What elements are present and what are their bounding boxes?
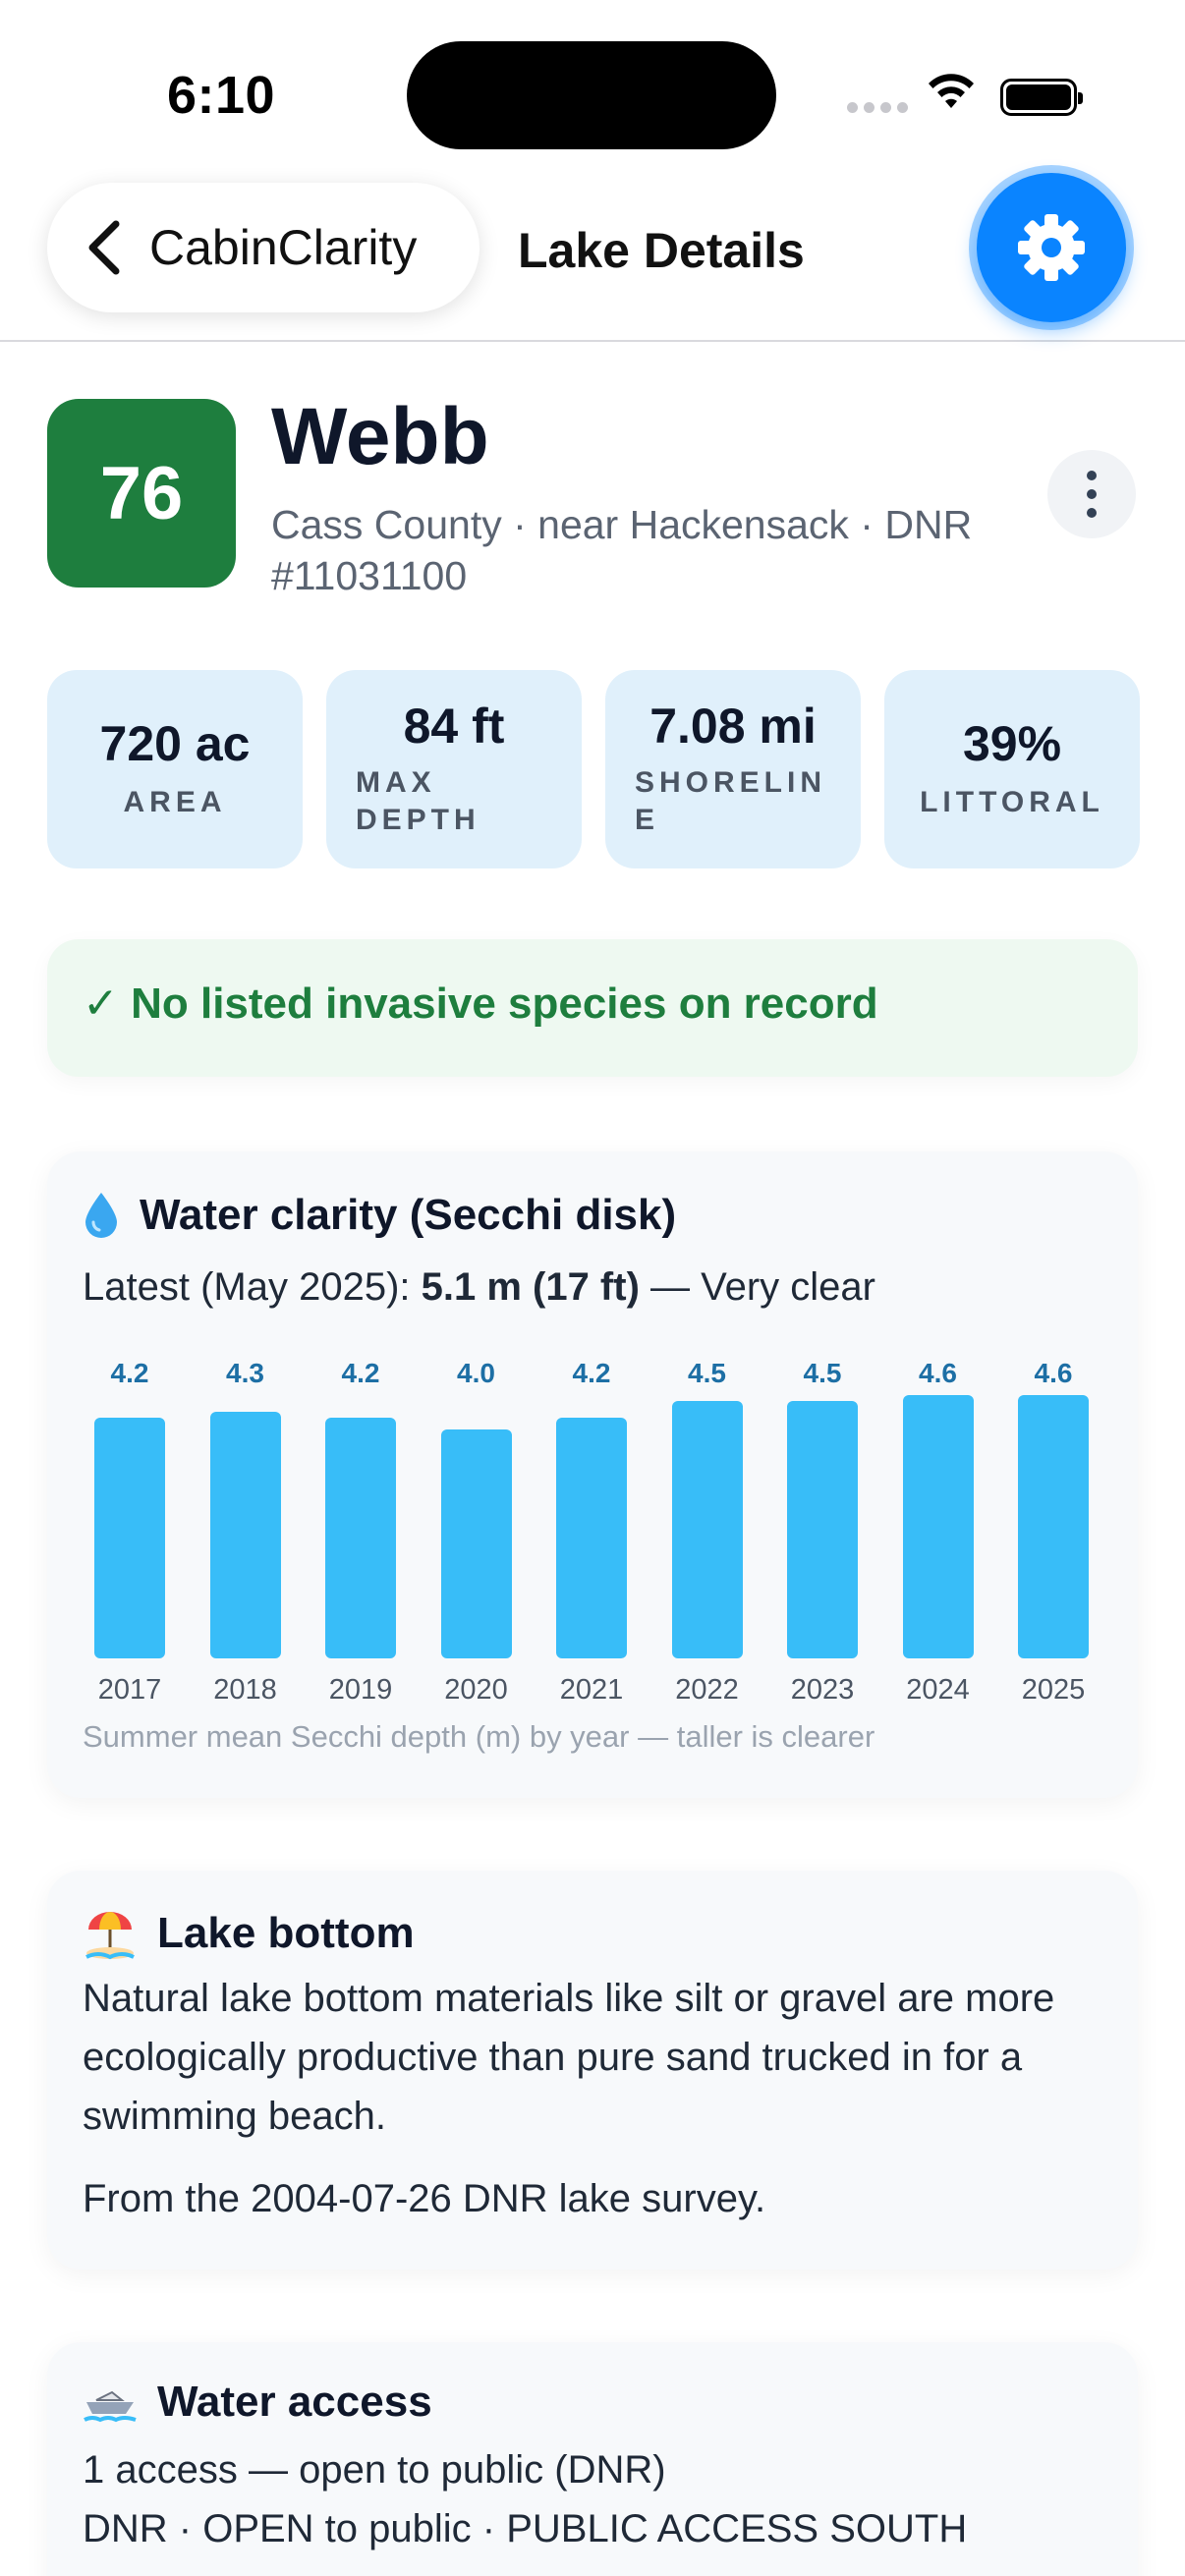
status-bar: 6:10 (0, 0, 1185, 167)
vertical-ellipsis-icon (1087, 471, 1097, 480)
chart-year-label: 2019 (328, 1674, 393, 1706)
stat-label: E (635, 804, 660, 836)
stat-value: 39% (962, 716, 1062, 771)
chart-year-label: 2017 (97, 1674, 162, 1706)
lake-subtitle: Cass County · near Hackensack · DNR #110… (271, 502, 973, 598)
chart-year-label: 2020 (444, 1674, 508, 1706)
lake-score-badge: 76 (47, 399, 236, 588)
chart-bar-2017 (94, 1418, 165, 1658)
chart-bar-2019 (325, 1418, 396, 1658)
clarity-latest-prefix: Latest (May 2025): (83, 1265, 422, 1309)
stat-max-depth: 84 ft MAX DEPTH (326, 670, 582, 868)
chart-bar-2020 (440, 1429, 512, 1658)
secchi-bar-chart: 4.2 2017 4.3 2018 4.2 2019 4.0 2020 4.2 2021 4.5 20… (47, 1151, 1138, 1798)
back-button-label: CabinClarity (149, 220, 418, 275)
lake-bottom-title-text: Lake bottom (157, 1909, 415, 1957)
invasive-species-banner: ✓ No listed invasive species on record (47, 939, 1138, 1077)
stat-value: 7.08 mi (649, 699, 817, 754)
stat-area: 720 ac AREA (47, 670, 303, 868)
chart-year-label: 2023 (790, 1674, 855, 1706)
chevron-left-icon (88, 220, 120, 275)
stat-shoreline: 7.08 mi SHORELIN E (605, 670, 861, 868)
stat-label: MAX (356, 766, 436, 799)
water-access-card: Water access 1 access — open to public (… (47, 2342, 1138, 2576)
water-clarity-title: Water clarity (Secchi disk) (83, 1191, 676, 1240)
chart-year-label: 2021 (559, 1674, 624, 1706)
chart-value-label: 4.3 (226, 1358, 264, 1388)
chart-value-label: 4.2 (110, 1358, 149, 1388)
boat-icon (84, 2390, 137, 2423)
clarity-latest-value: 5.1 m (17 ft) (421, 1265, 640, 1309)
chart-bar-2018 (209, 1412, 281, 1658)
gear-icon (1018, 214, 1085, 281)
water-access-detail: DNR · OPEN to public · PUBLIC ACCESS SOU… (83, 2507, 968, 2550)
clarity-latest: Latest (May 2025): 5.1 m (17 ft) — Very … (83, 1258, 875, 1316)
clarity-latest-suffix: — Very clear (639, 1265, 875, 1309)
chart-value-label: 4.2 (572, 1358, 611, 1388)
settings-button[interactable] (977, 173, 1126, 322)
status-time: 6:10 (167, 66, 276, 125)
more-options-button[interactable] (1047, 450, 1136, 538)
chart-value-label: 4.5 (688, 1358, 726, 1388)
back-button[interactable]: CabinClarity (47, 183, 480, 312)
chart-bar-2025 (1018, 1395, 1089, 1658)
water-drop-icon (85, 1193, 117, 1238)
page-title: Lake Details (518, 223, 805, 278)
stat-littoral: 39% LITTORAL (884, 670, 1140, 868)
chart-year-label: 2018 (213, 1674, 277, 1706)
lake-bottom-body: Natural lake bottom materials like silt … (83, 1977, 1055, 2138)
water-clarity-card: Water clarity (Secchi disk) Latest (May … (47, 1151, 1138, 1798)
chart-year-label: 2022 (675, 1674, 739, 1706)
wifi-icon (929, 74, 974, 108)
lake-name: Webb (271, 392, 489, 481)
chart-bar-2021 (556, 1418, 627, 1658)
battery-icon (1000, 79, 1083, 116)
water-access-title: Water access (83, 2378, 432, 2427)
chart-value-label: 4.2 (341, 1358, 380, 1388)
chart-bar-2022 (671, 1401, 743, 1658)
water-access-summary: 1 access — open to public (DNR) (83, 2448, 666, 2492)
stat-value: 720 ac (99, 716, 251, 771)
beach-umbrella-icon (85, 1912, 135, 1960)
navigation-bar: CabinClarity Lake Details (0, 167, 1185, 342)
stat-value: 84 ft (403, 699, 505, 754)
chart-bar-2024 (902, 1395, 974, 1658)
invasive-species-text: ✓ No listed invasive species on record (83, 980, 878, 1028)
water-clarity-title-text: Water clarity (Secchi disk) (140, 1191, 677, 1239)
chart-value-label: 4.5 (803, 1358, 842, 1388)
chart-value-label: 4.0 (457, 1358, 495, 1388)
lake-bottom-title: Lake bottom (83, 1906, 415, 1961)
dynamic-island (407, 41, 776, 149)
chart-year-label: 2025 (1021, 1674, 1086, 1706)
chart-caption: Summer mean Secchi depth (m) by year — t… (83, 1719, 875, 1754)
chart-value-label: 4.6 (919, 1358, 957, 1388)
stat-label: SHORELIN (635, 766, 827, 799)
chart-bar-2023 (787, 1401, 858, 1658)
lake-bottom-card: Lake bottom Natural lake bottom material… (47, 1871, 1138, 2269)
chart-year-label: 2024 (906, 1674, 970, 1706)
stat-label: LITTORAL (920, 786, 1104, 818)
water-access-title-text: Water access (157, 2378, 432, 2426)
stat-label: AREA (123, 786, 227, 818)
stat-label: DEPTH (356, 804, 480, 836)
cellular-signal-icon (847, 102, 908, 113)
lake-bottom-source: From the 2004-07-26 DNR lake survey. (83, 2177, 766, 2220)
chart-value-label: 4.6 (1034, 1358, 1073, 1388)
